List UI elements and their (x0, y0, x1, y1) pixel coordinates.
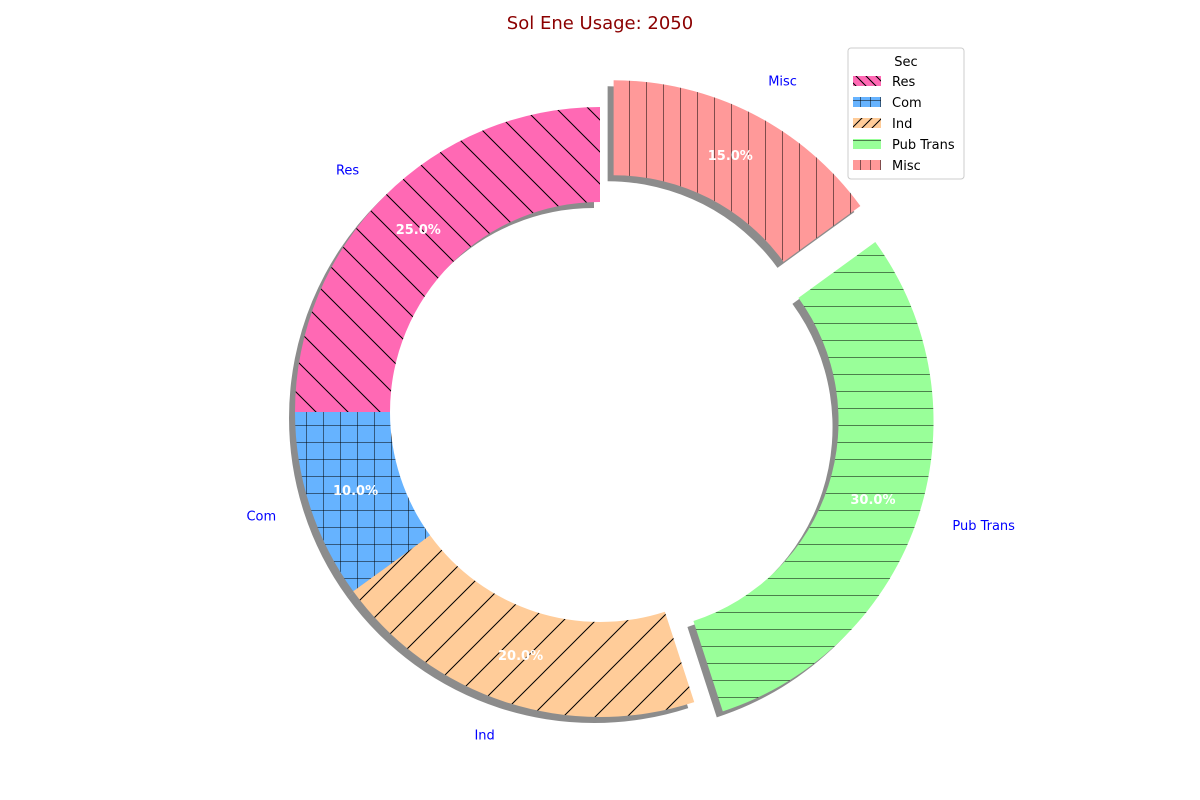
legend-label-ind: Ind (892, 117, 912, 132)
slice-label-res: Res (336, 164, 359, 179)
legend-label-misc: Misc (892, 159, 921, 174)
percent-label-pub-trans: 30.0% (850, 493, 895, 508)
legend-swatch-ind (853, 118, 881, 128)
chart-title: Sol Ene Usage: 2050 (507, 13, 693, 34)
legend-label-pub-trans: Pub Trans (892, 138, 955, 153)
slice-label-misc: Misc (768, 74, 797, 89)
slice-label-pub-trans: Pub Trans (952, 519, 1015, 534)
slice-label-com: Com (246, 510, 276, 525)
legend-item-misc[interactable]: Misc (853, 159, 921, 174)
slice-layer (295, 80, 934, 717)
legend-entries: Res Com Ind Pub Trans Misc (853, 75, 955, 174)
slice-misc[interactable] (613, 80, 861, 262)
legend-item-ind[interactable]: Ind (853, 117, 912, 132)
percent-label-misc: 15.0% (708, 149, 753, 164)
slice-label-ind: Ind (474, 728, 494, 743)
legend[interactable]: Sec Res Com Ind Pub Trans Misc (847, 47, 965, 180)
legend-item-res[interactable]: Res (853, 75, 915, 90)
slice-pub-trans[interactable] (693, 241, 934, 712)
legend-label-res: Res (892, 75, 915, 90)
slice-res[interactable] (295, 107, 600, 412)
label-layer: Res 25.0% Com 10.0% Ind 20.0% Pub Trans 30.0% Mi… (246, 74, 1015, 743)
legend-item-pub-trans[interactable]: Pub Trans (853, 138, 955, 153)
percent-label-com: 10.0% (333, 484, 378, 499)
legend-title: Sec (894, 55, 917, 70)
percent-label-ind: 20.0% (498, 649, 543, 664)
legend-swatch-pub-trans (853, 139, 881, 149)
legend-swatch-misc (853, 160, 881, 170)
legend-swatch-res (853, 76, 881, 86)
legend-swatch-com (853, 97, 881, 107)
legend-item-com[interactable]: Com (853, 96, 922, 111)
slice-com[interactable] (295, 412, 431, 592)
percent-label-res: 25.0% (396, 223, 441, 238)
legend-label-com: Com (892, 96, 922, 111)
slice-ind[interactable] (353, 535, 695, 717)
